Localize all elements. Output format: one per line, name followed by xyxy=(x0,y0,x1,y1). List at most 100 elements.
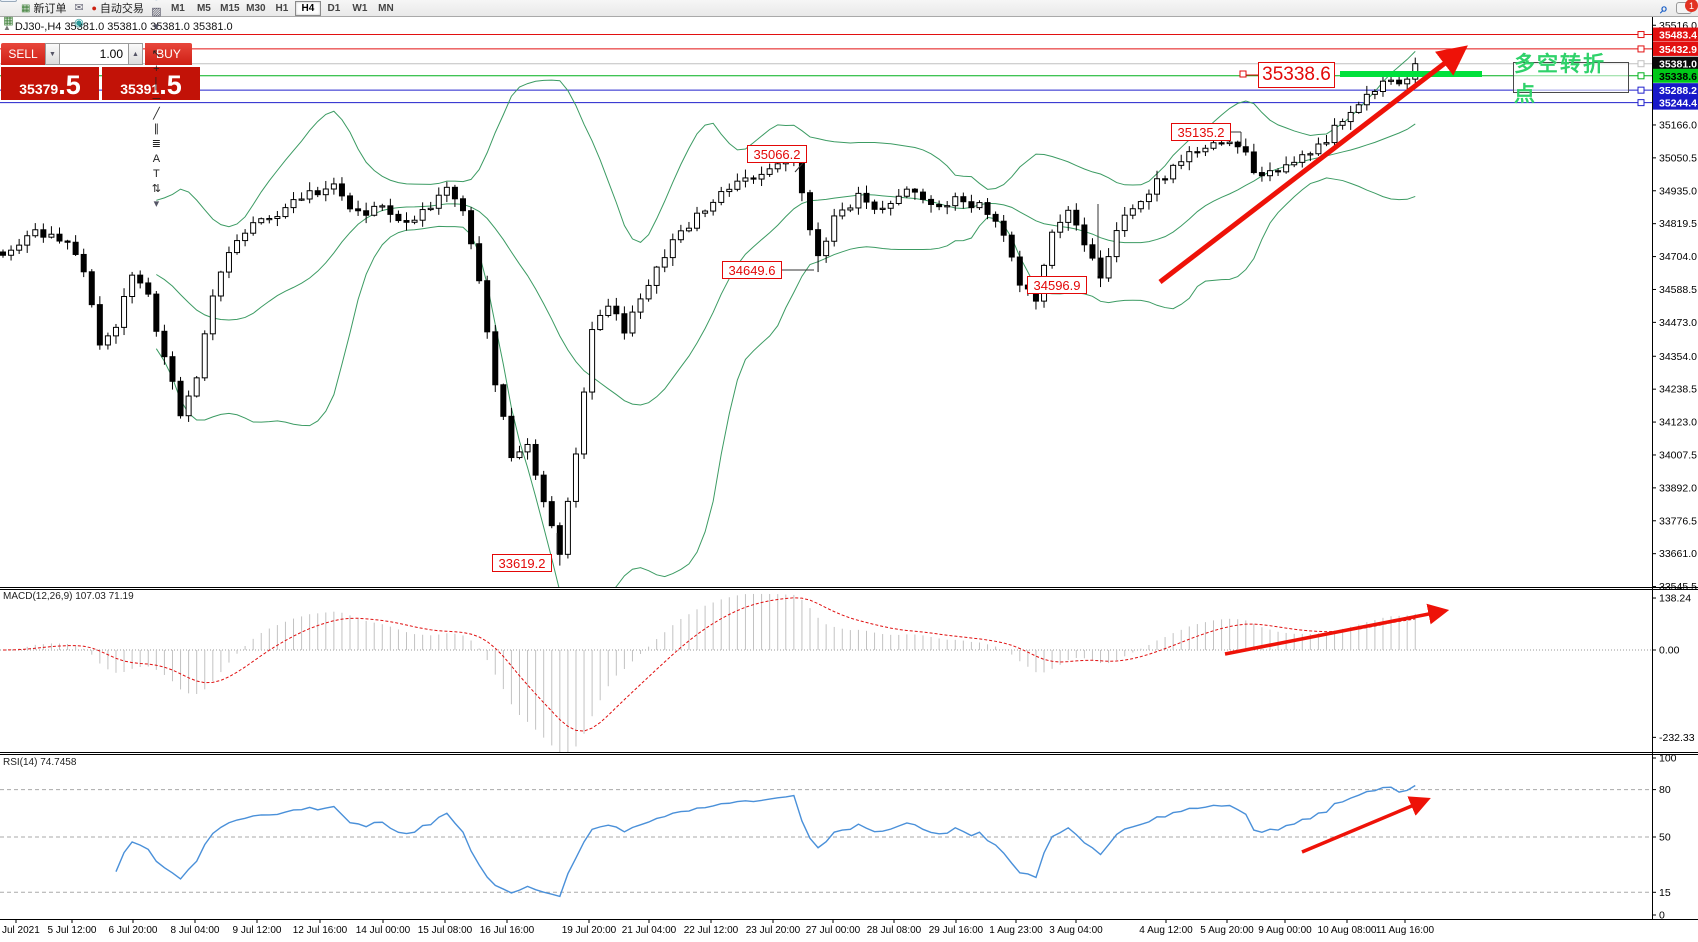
sell-price-box[interactable]: 35379 .5 xyxy=(1,67,99,100)
sell-button[interactable]: SELL xyxy=(1,43,45,65)
autotrading-label: 自动交易 xyxy=(99,3,144,15)
macd-axis-tick: 0.00 xyxy=(1659,645,1680,657)
timeline-label: 12 Jul 16:00 xyxy=(292,925,348,936)
fibonacci-icon[interactable]: ≣ xyxy=(151,138,161,150)
timeline-label: 19 Jul 20:00 xyxy=(561,925,617,936)
price-axis-tick: 34819.5 xyxy=(1659,218,1697,230)
timeline-label: 1 Aug 23:00 xyxy=(989,925,1043,936)
lot-size-input[interactable] xyxy=(60,43,128,65)
turning-point-annotation: 多空转折点 xyxy=(1513,53,1629,106)
timeframe-button-m15[interactable]: M15 xyxy=(220,2,240,14)
price-badge: 35338.6 xyxy=(1659,71,1697,83)
horizontal-line-icon[interactable]: ─ xyxy=(152,93,161,105)
price-axis-tick: 34354.0 xyxy=(1659,351,1697,363)
timeline-label: 11 Aug 16:00 xyxy=(1375,925,1435,936)
one-click-trade-panel: SELL ▼ ▲ BUY 35379 .5 35391 .5 xyxy=(1,43,200,101)
timeline-label: 9 Aug 00:00 xyxy=(1258,925,1312,936)
template-icon[interactable]: ▨ xyxy=(151,6,162,18)
price-axis-tick: 33892.0 xyxy=(1659,482,1697,494)
dropdown-icon[interactable]: ▾ xyxy=(153,21,160,33)
price-axis-tick: 34238.5 xyxy=(1659,384,1697,396)
mail-icon[interactable]: ✉ xyxy=(74,1,84,14)
price-axis-tick: 33776.5 xyxy=(1659,515,1697,527)
crosshair-icon[interactable]: + xyxy=(153,63,160,75)
timeline-label: 8 Jul 04:00 xyxy=(170,925,220,936)
new-order-button[interactable]: ▦ 新订单 xyxy=(17,1,70,16)
rsi-axis-tick: 15 xyxy=(1659,887,1671,899)
price-axis-tick: 35166.0 xyxy=(1659,119,1697,131)
lot-increase-button[interactable]: ▲ xyxy=(128,43,143,65)
timeline-label: 16 Jul 16:00 xyxy=(479,925,535,936)
price-badge: 35244.4 xyxy=(1659,98,1697,110)
timeline-label: 27 Jul 00:00 xyxy=(805,925,861,936)
price-callout-label: 34649.6 xyxy=(722,261,782,279)
price-axis-tick: 34473.0 xyxy=(1659,317,1697,329)
notification-badge: 1 xyxy=(1685,0,1698,12)
new-order-icon[interactable]: ▦ xyxy=(3,15,14,27)
price-callout-label: 34596.9 xyxy=(1027,276,1087,294)
timeline-label: 23 Jul 20:00 xyxy=(745,925,801,936)
buy-price-box[interactable]: 35391 .5 xyxy=(102,67,200,100)
timeframe-button-d1[interactable]: D1 xyxy=(327,2,341,14)
trendline-icon[interactable]: ╱ xyxy=(153,108,160,120)
signal-icon[interactable]: ◉ xyxy=(74,16,84,29)
vertical-line-icon[interactable]: │ xyxy=(152,78,160,90)
text-icon[interactable]: A xyxy=(152,153,161,165)
timeline-label: 5 Aug 20:00 xyxy=(1200,925,1254,936)
buy-button[interactable]: BUY xyxy=(145,43,192,65)
lot-decrease-button[interactable]: ▼ xyxy=(45,43,60,65)
timeline-label: 29 Jul 16:00 xyxy=(928,925,984,936)
price-callout-label: 33619.2 xyxy=(492,554,552,572)
channel-icon[interactable]: ∥ xyxy=(153,123,160,135)
timeframe-button-m1[interactable]: M1 xyxy=(170,2,185,14)
arrows-icon[interactable]: ⇅ xyxy=(151,183,161,195)
chart-symbol-header: ▲ DJ30-,H4 35381.0 35381.0 35381.0 35381… xyxy=(3,21,233,33)
price-badge: 35483.4 xyxy=(1659,30,1697,42)
sell-price-fraction: .5 xyxy=(58,70,81,100)
rsi-axis-tick: 50 xyxy=(1659,832,1671,844)
timeline-label: 22 Jul 12:00 xyxy=(683,925,739,936)
new-order-icon: ▦ xyxy=(21,2,31,14)
price-axis-tick: 34935.0 xyxy=(1659,185,1697,197)
new-order-label: 新订单 xyxy=(33,3,67,15)
price-callout-label: 35338.6 xyxy=(1258,62,1335,88)
timeline-label: Jul 2021 xyxy=(2,925,40,936)
price-axis-tick: 34588.5 xyxy=(1659,284,1697,296)
timeframe-button-m30[interactable]: M30 xyxy=(246,2,266,14)
timeline-label: 28 Jul 08:00 xyxy=(866,925,922,936)
rsi-pane-label: RSI(14) 74.7458 xyxy=(3,757,77,768)
cursor-icon[interactable]: ↖ xyxy=(151,48,161,60)
buy-price-main: 35391 xyxy=(120,81,160,97)
price-badge: 35432.9 xyxy=(1659,44,1697,56)
autotrading-icon: ● xyxy=(91,3,97,13)
price-badge: 35288.2 xyxy=(1659,85,1697,97)
timeline-label: 15 Jul 08:00 xyxy=(417,925,473,936)
symbol-ohlc-text: DJ30-,H4 35381.0 35381.0 35381.0 35381.0 xyxy=(14,21,233,33)
clock-icon[interactable]: ⊙ xyxy=(148,0,165,5)
text-label-icon[interactable]: T xyxy=(153,168,160,180)
price-axis-tick: 35050.5 xyxy=(1659,152,1697,164)
timeline-label: 21 Jul 04:00 xyxy=(621,925,677,936)
price-axis-tick: 34007.5 xyxy=(1659,449,1697,461)
timeframe-button-h4[interactable]: H4 xyxy=(294,0,321,16)
timeline-label: 6 Jul 20:00 xyxy=(108,925,158,936)
timeframe-button-h1[interactable]: H1 xyxy=(275,2,289,14)
timeline-label: 14 Jul 00:00 xyxy=(355,925,411,936)
candlestick-chart-icon[interactable]: ▮ xyxy=(0,0,17,2)
macd-axis-tick: 138.24 xyxy=(1659,593,1691,605)
dropdown-icon[interactable]: ▾ xyxy=(153,198,160,210)
notifications-icon[interactable]: 1 xyxy=(1676,0,1698,14)
autotrading-button[interactable]: ● 自动交易 xyxy=(87,1,147,16)
buy-price-fraction: .5 xyxy=(159,70,182,100)
price-callout-label: 35066.2 xyxy=(747,145,807,163)
price-axis-tick: 34704.0 xyxy=(1659,251,1697,263)
timeline-label: 5 Jul 12:00 xyxy=(47,925,97,936)
timeline-label: 9 Jul 12:00 xyxy=(232,925,282,936)
rsi-axis-tick: 100 xyxy=(1659,753,1677,765)
timeframe-button-w1[interactable]: W1 xyxy=(352,2,368,14)
price-axis-tick: 34123.0 xyxy=(1659,417,1697,429)
timeframe-button-m5[interactable]: M5 xyxy=(196,2,211,14)
timeline-label: 4 Aug 12:00 xyxy=(1139,925,1193,936)
search-icon[interactable]: ⌕ xyxy=(1660,0,1668,16)
timeframe-button-mn[interactable]: MN xyxy=(378,2,394,14)
